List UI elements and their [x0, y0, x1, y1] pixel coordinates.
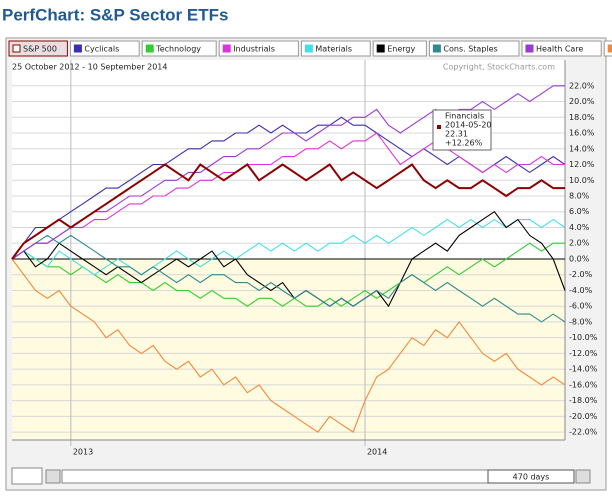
legend-swatch: [376, 44, 385, 53]
y-tick-label: -2.0%: [569, 270, 593, 279]
chart-title: PerfChart: S&P Sector ETFs: [2, 5, 228, 24]
date-range: 25 October 2012 - 10 September 2014: [12, 63, 167, 72]
series-line: [11, 132, 565, 260]
series-line: [11, 85, 565, 260]
series-line: [11, 163, 565, 260]
legend-label: Cons. Staples: [443, 45, 497, 54]
legend-item[interactable]: Industrials: [218, 40, 299, 57]
legend-swatch: [525, 44, 534, 53]
legend-item[interactable]: Cyclicals: [69, 40, 140, 57]
y-tick-label: 12.0%: [569, 160, 595, 169]
series-line: [11, 258, 566, 433]
y-tick-label: -18.0%: [569, 396, 598, 405]
y-tick-label: 2.0%: [569, 239, 590, 248]
series-line: [11, 218, 566, 276]
legend-swatch: [145, 44, 154, 53]
legend-button: [218, 40, 299, 57]
legend-item[interactable]: Utilities: [603, 40, 612, 57]
legend-label: Technology: [155, 45, 201, 54]
y-tick-label: 18.0%: [569, 113, 595, 122]
y-tick-label: 22.0%: [569, 81, 595, 90]
y-tick-label: 6.0%: [569, 207, 590, 216]
legend: S&P 500 Cyclicals Technology Industrials Mat…: [8, 40, 612, 57]
legend-button: [428, 40, 520, 57]
annotation-box: [432, 109, 492, 151]
legend-item[interactable]: Cons. Staples: [428, 40, 520, 57]
legend-swatch: [73, 44, 82, 53]
legend-button: [372, 40, 427, 57]
negative-zone: [12, 258, 565, 440]
y-tick-label: 0.0%: [569, 254, 590, 263]
x-tick-label: 2014: [367, 448, 387, 457]
y-tick-label: -16.0%: [569, 380, 598, 389]
y-tick-label: -4.0%: [569, 286, 593, 295]
legend-label: S&P 500: [23, 45, 57, 54]
legend-item[interactable]: Energy: [372, 40, 427, 57]
y-tick-label: 16.0%: [569, 129, 595, 138]
y-tick-label: -20.0%: [569, 412, 598, 421]
y-tick-label: 20.0%: [569, 97, 595, 106]
series-line: [11, 210, 566, 308]
y-tick-label: -12.0%: [569, 349, 598, 358]
y-tick-label: 10.0%: [569, 176, 595, 185]
y-tick-label: -6.0%: [569, 302, 593, 311]
annotation-line: 22.31: [445, 130, 468, 139]
legend-item[interactable]: Technology: [141, 40, 217, 57]
chart-type-button[interactable]: [11, 467, 43, 485]
range-label: 470 days: [513, 473, 550, 482]
series-line: [11, 234, 566, 323]
y-tick-label: 14.0%: [569, 144, 595, 153]
annotation-swatch: [437, 125, 441, 129]
legend-item[interactable]: Health Care: [521, 40, 602, 57]
legend-swatch: [222, 44, 231, 53]
annotation-line: 2014-05-20: [445, 121, 492, 130]
legend-button: [69, 40, 140, 57]
legend-button: [300, 40, 371, 57]
range-box[interactable]: [487, 469, 575, 484]
legend-button: [141, 40, 217, 57]
legend-button: [521, 40, 602, 57]
legend-label: Materials: [315, 45, 352, 54]
x-tick-label: 2013: [73, 448, 93, 457]
scrollbar: 470 days: [11, 467, 591, 485]
series-line: [11, 242, 565, 307]
legend-label: Energy: [387, 45, 415, 54]
scroll-right[interactable]: [575, 469, 591, 484]
annotation-line: Financials: [445, 112, 484, 121]
legend-swatch: [432, 44, 441, 53]
copyright: Copyright, StockCharts.com: [443, 63, 555, 72]
y-tick-label: -14.0%: [569, 365, 598, 374]
legend-button: [8, 40, 68, 57]
scroll-left[interactable]: [45, 469, 61, 484]
y-tick-label: -8.0%: [569, 317, 593, 326]
y-tick-label: -22.0%: [569, 428, 598, 437]
plot-area: 22.0% 20.0% 18.0% 16.0% 14.0% 12.0% 10.0% 8.0% 6…: [11, 60, 598, 457]
legend-item[interactable]: S&P 500: [8, 40, 68, 57]
legend-label: Health Care: [536, 45, 583, 54]
scroll-track[interactable]: [61, 469, 489, 484]
annotation-line: +12.26%: [445, 139, 483, 148]
legend-item[interactable]: Materials: [300, 40, 371, 57]
y-tick-label: 4.0%: [569, 223, 590, 232]
legend-swatch: [12, 44, 21, 53]
legend-label: Industrials: [233, 45, 275, 54]
legend-swatch: [304, 44, 313, 53]
legend-label: Cyclicals: [84, 45, 119, 54]
y-tick-label: -10.0%: [569, 333, 598, 342]
y-tick-label: 8.0%: [569, 192, 590, 201]
legend-swatch: [607, 44, 612, 53]
